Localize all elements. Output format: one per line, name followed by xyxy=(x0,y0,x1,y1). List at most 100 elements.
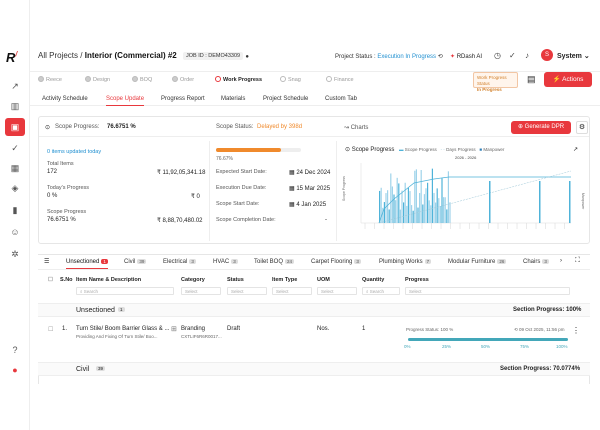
progress-filter[interactable]: Select xyxy=(405,287,570,295)
col-item: Item Name & Description xyxy=(76,277,142,283)
scope-progress-line xyxy=(378,176,571,224)
tab-progress-report[interactable]: Progress Report xyxy=(161,96,205,102)
manpower-bar xyxy=(387,190,389,223)
manpower-bar xyxy=(407,187,409,223)
manpower-bar xyxy=(390,173,392,223)
category-tab-hvac[interactable]: HVAC 3 xyxy=(213,259,238,265)
category-tab-civil[interactable]: Civil 39 xyxy=(124,259,147,265)
table-row[interactable]: ☐ 1. Turn Stile/ Boom Barrier Glass & ..… xyxy=(48,326,580,349)
header-checkbox[interactable]: ☐ xyxy=(48,277,53,283)
category-tab-plumbing-works[interactable]: Plumbing Works 7 xyxy=(379,259,432,265)
category-tab-electrical[interactable]: Electrical 3 xyxy=(163,259,196,265)
step-boq[interactable]: BOQ xyxy=(132,76,152,83)
people-icon[interactable]: ☺ xyxy=(10,227,20,237)
layers-icon[interactable]: ◈ xyxy=(11,183,19,193)
tab-bar: Activity Schedule Scope Update Progress … xyxy=(30,92,600,106)
target-icon: ⊙ xyxy=(345,147,351,153)
chart-icon[interactable]: ↗ xyxy=(11,81,19,91)
tab-custom-tab[interactable]: Custom Tab xyxy=(325,96,357,102)
bell-icon[interactable]: ♪ xyxy=(525,51,529,60)
manpower-bar xyxy=(430,205,432,223)
step-snag[interactable]: Snag xyxy=(280,76,301,83)
status-filter[interactable]: Select xyxy=(227,287,267,295)
list-icon[interactable]: ☰ xyxy=(44,259,50,265)
chevron-right-icon[interactable]: › xyxy=(560,258,562,264)
profile-icon[interactable]: ● xyxy=(12,365,18,375)
manpower-bar xyxy=(398,183,400,223)
expand-icon[interactable]: ↗ xyxy=(573,147,579,153)
item-search-input[interactable]: ⌕ Search xyxy=(76,287,174,295)
tab-activity-schedule[interactable]: Activity Schedule xyxy=(42,96,88,102)
uom-filter[interactable]: Select xyxy=(317,287,357,295)
comment-icon[interactable]: ▤ xyxy=(527,74,536,84)
more-options-icon[interactable]: ⋮ xyxy=(572,326,580,335)
scope-status-value: Delayed by 398d xyxy=(257,124,303,130)
category-tab-unsectioned[interactable]: Unsectioned 1 xyxy=(66,259,108,269)
history-icon: ⟲ xyxy=(514,327,518,332)
row-checkbox[interactable]: ☐ xyxy=(48,327,54,333)
chart-line-icon: ↝ xyxy=(344,125,350,131)
category-tab-modular-furniture[interactable]: Modular Furniture 26 xyxy=(448,259,507,265)
quantity-search-input[interactable]: ⌕ Search xyxy=(362,287,400,295)
dot-icon: ● xyxy=(245,54,249,60)
note-icon[interactable]: ⊞ xyxy=(171,326,177,333)
legend-scope-progress: Scope Progress xyxy=(404,147,437,152)
settings-icon[interactable]: ✲ xyxy=(11,249,19,259)
step-work-progress[interactable]: Work Progress xyxy=(215,76,262,83)
scope-amount: ₹ 8,88,70,480.02 xyxy=(157,218,203,224)
step-design[interactable]: Design xyxy=(85,76,110,83)
item-desc: Providing And Fixing Of Turn Stile/ Boo.… xyxy=(76,334,158,339)
tab-materials[interactable]: Materials xyxy=(221,96,246,102)
section-unsectioned[interactable]: Unsectioned 1 Section Progress: 100% xyxy=(38,303,590,317)
manpower-bar xyxy=(391,186,393,223)
work-progress-status[interactable]: Work Progress Status In Progress xyxy=(473,72,518,92)
section-civil[interactable]: Civil 39 Section Progress: 70.0774% xyxy=(38,362,590,376)
history-icon[interactable]: ⟲ xyxy=(437,54,443,60)
progress-status: Progress Status: 100 % xyxy=(406,327,454,332)
charts-label: ↝ Charts xyxy=(344,125,369,131)
item-name[interactable]: Turn Stile/ Boom Barrier Glass & ... xyxy=(76,326,170,332)
legend-manpower: Manpower xyxy=(483,147,505,152)
gear-icon[interactable]: ⚙ xyxy=(576,121,588,134)
columns-icon[interactable]: ▥ xyxy=(10,101,20,111)
briefcase-icon[interactable]: ▣ xyxy=(5,118,25,136)
col-sno: S.No xyxy=(60,277,73,283)
item-type-filter[interactable]: Select xyxy=(272,287,312,295)
step-reece[interactable]: Reece xyxy=(38,76,62,83)
clock-icon[interactable]: ◷ xyxy=(494,51,501,60)
tab-project-schedule[interactable]: Project Schedule xyxy=(263,96,309,102)
category-filter[interactable]: Select xyxy=(181,287,221,295)
calendar-icon: ▦ xyxy=(289,186,295,192)
collapse-icon[interactable]: ⊙ xyxy=(45,125,51,131)
rdash-ai-button[interactable]: ✦ RDash AI xyxy=(450,54,483,60)
category-tab-chairs[interactable]: Chairs 3 xyxy=(523,259,549,265)
avatar[interactable]: S xyxy=(541,49,553,61)
app-logo: R/ xyxy=(6,50,18,65)
user-menu[interactable]: System ⌄ xyxy=(557,53,590,60)
manpower-bar xyxy=(427,182,429,223)
scope-progress2-value: 76.6751 % xyxy=(47,217,76,223)
help-icon[interactable]: ? xyxy=(12,345,18,355)
progress-slider[interactable] xyxy=(408,338,568,341)
step-finance[interactable]: Finance xyxy=(326,76,354,83)
generate-dpr-button[interactable]: ⊕ Generate DPR xyxy=(511,121,571,134)
category-tab-carpet-flooring[interactable]: Carpet Flooring 3 xyxy=(311,259,361,265)
project-status: Project Status : Execution In Progress ⟲ xyxy=(335,54,443,60)
fullscreen-icon[interactable]: ⛶ xyxy=(575,257,580,264)
bar-chart-icon[interactable]: ▮ xyxy=(12,205,18,215)
scope-completion-value: - xyxy=(325,217,327,223)
manpower-bar xyxy=(385,193,387,223)
manpower-bar xyxy=(396,177,398,223)
category-tab-toilet-boq[interactable]: Toilet BOQ 24 xyxy=(254,259,295,265)
actions-button[interactable]: ⚡ Actions xyxy=(544,72,592,87)
calendar-icon[interactable]: ▦ xyxy=(10,163,20,173)
category-tabs: ☰ Unsectioned 1 Civil 39 Electrical 3 HVAC 3… xyxy=(38,254,590,270)
tab-scope-update[interactable]: Scope Update xyxy=(106,96,145,106)
breadcrumb-all-projects[interactable]: All Projects xyxy=(38,51,79,60)
items-updated-today[interactable]: 0 items updated today xyxy=(47,149,102,155)
y2-axis-label: Manpower xyxy=(581,193,585,210)
chart-range: 2026 - 2026 xyxy=(455,155,477,160)
check-badge-icon[interactable]: ✓ xyxy=(509,51,516,60)
step-order[interactable]: Order xyxy=(172,76,194,83)
check-circle-icon[interactable]: ✓ xyxy=(11,143,19,153)
